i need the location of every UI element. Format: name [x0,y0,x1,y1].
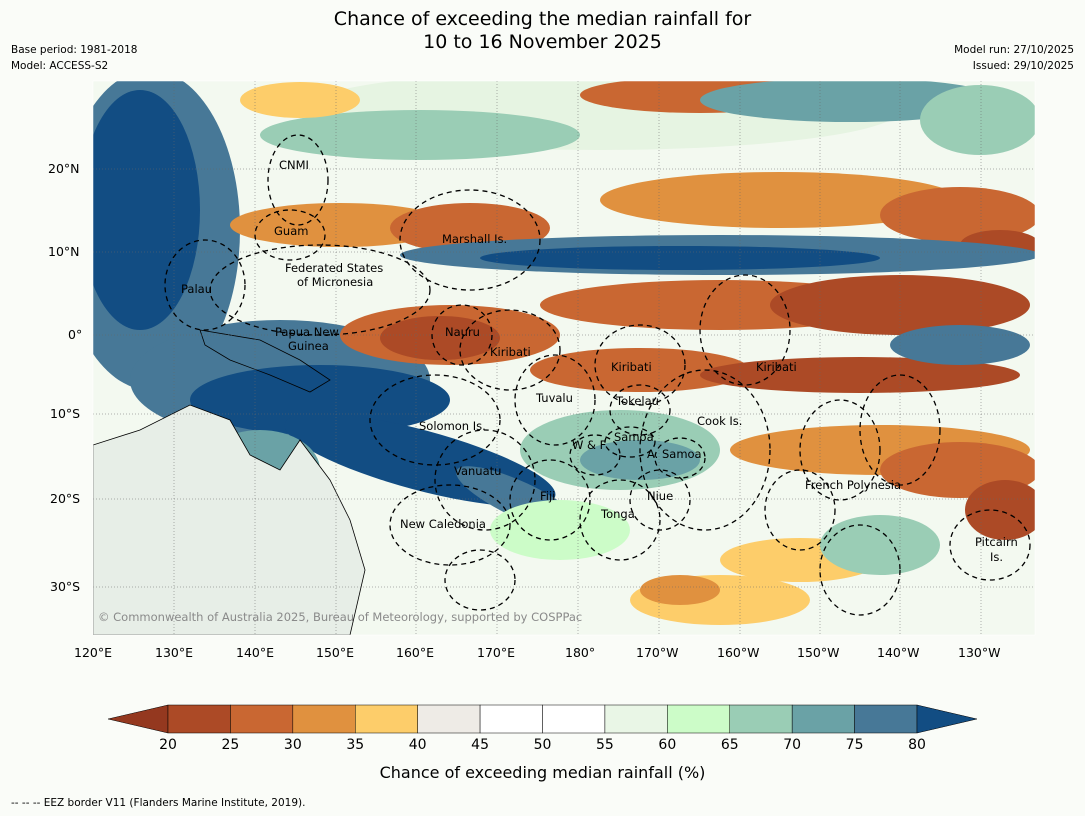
lon-label-160w: 160°W [717,645,760,660]
region-label-palau: Palau [181,282,212,296]
colorbar-tick-label: 40 [408,737,427,753]
region-label-fsm-1: Federated States [285,261,384,275]
colorbar-cell [355,704,418,734]
colorbar-low-arrow [107,704,169,734]
lon-label-160e: 160°E [396,645,435,660]
colorbar-tick-label: 35 [346,737,365,753]
colorbar-tick-label: 45 [471,737,489,753]
model-run: Model run: 27/10/2025 [954,44,1074,56]
lon-label-180: 180° [565,645,596,660]
lon-label-140e: 140°E [236,645,275,660]
region-label-fiji: Fiji [540,489,556,503]
region-label-wf: W & F [572,438,607,452]
region-label-guam: Guam [274,224,309,238]
region-label-cnmi: CNMI [279,158,309,172]
colorbar-cell [542,704,606,734]
colorbar-high-arrow [916,704,978,734]
colorbar-cell [667,704,730,734]
region-label-kiribati-east: Kiribati [756,360,797,374]
colorbar-cell [729,704,793,734]
lat-label-10s: 10°S [50,406,81,421]
region-label-fsm-2: of Micronesia [297,275,374,289]
region-label-png-1: Papua New [275,325,339,339]
region-label-png-2: Guinea [288,339,329,353]
lon-label-130e: 130°E [155,645,194,660]
colorbar-tick-label: 70 [783,737,802,753]
colorbar-tick-label: 80 [908,737,926,753]
region-label-kiribati-west: Kiribati [490,345,531,359]
colorbar-tick-label: 30 [283,737,302,753]
lat-label-20n: 20°N [48,161,80,176]
region-label-niue: Niue [647,489,674,503]
colorbar-cells [167,704,918,734]
region-label-tokelau: Tokelau [616,394,659,408]
colorbar-tick-label: 75 [845,737,864,753]
colorbar-title: Chance of exceeding median rainfall (%) [379,763,706,782]
issued-date: Issued: 29/10/2025 [972,60,1074,72]
lat-label-0: 0° [68,327,83,342]
lon-label-170e: 170°E [477,645,516,660]
region-label-tuvalu: Tuvalu [536,391,573,405]
colorbar-tick-label: 20 [159,737,177,753]
colorbar-cell [167,704,231,734]
title-line-1: Chance of exceeding the median rainfall … [333,8,752,30]
meta-left: Base period: 1981-2018 Model: ACCESS-S2 [11,42,137,74]
colorbar-tick-label: 55 [595,737,614,753]
base-period: Base period: 1981-2018 [11,44,138,56]
colorbar-cell [854,704,918,734]
region-label-american-samoa: A. Samoa [647,447,702,461]
lon-label-120e: 120°E [74,645,113,660]
region-label-marshall: Marshall Is. [442,232,508,246]
chart-title: Chance of exceeding the median rainfall … [0,8,1085,54]
region-label-french-polynesia: French Polynesia [805,478,902,492]
eez-footnote: -- -- -- EEZ border V11 (Flanders Marine… [11,797,306,809]
lat-label-10n: 10°N [48,244,80,259]
colorbar-cell [417,704,481,734]
model-name: Model: ACCESS-S2 [11,60,109,72]
colorbar [107,704,978,734]
region-label-cook: Cook Is. [697,414,743,428]
region-label-nauru: Nauru [445,325,480,339]
colorbar-tick-label: 65 [720,737,739,753]
eez-borders [164,134,1031,616]
colorbar-cell [292,704,356,734]
colorbar-cell [604,704,668,734]
colorbar-cell [479,704,543,734]
region-label-pitcairn-1: Pitcairn [975,535,1018,549]
region-label-samoa: Samoa [614,430,654,444]
lon-label-150e: 150°E [316,645,355,660]
region-label-tonga: Tonga [601,507,635,521]
lon-label-170w: 170°W [636,645,679,660]
lon-label-150w: 150°W [797,645,840,660]
copyright-notice: © Commonwealth of Australia 2025, Bureau… [98,610,583,624]
region-label-kiribati-central: Kiribati [611,360,652,374]
region-label-pitcairn-2: Is. [990,550,1004,564]
lat-label-30s: 30°S [50,579,81,594]
colorbar-tick-label: 60 [658,737,677,753]
colorbar-cell [791,704,855,734]
region-label-vanuatu: Vanuatu [454,464,502,478]
region-label-new-caledonia: New Caledonia [400,517,486,531]
lon-label-130w: 130°W [958,645,1001,660]
lon-label-140w: 140°W [877,645,920,660]
colorbar-tick-label: 50 [533,737,552,753]
colorbar-cell [230,704,294,734]
title-line-2: 10 to 16 November 2025 [423,31,662,53]
meta-right: Model run: 27/10/2025 Issued: 29/10/2025 [954,42,1074,74]
map-field [93,81,1035,635]
colorbar-tick-label: 25 [221,737,240,753]
lat-label-20s: 20°S [50,491,81,506]
region-label-solomon: Solomon Is. [419,419,486,433]
